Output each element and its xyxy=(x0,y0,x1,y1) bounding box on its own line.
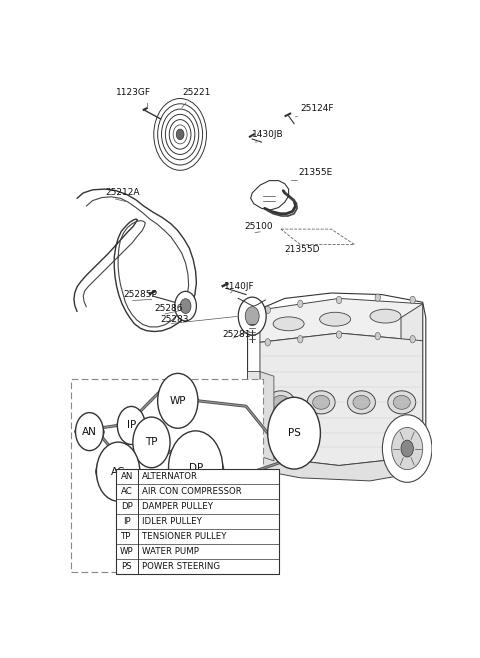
Circle shape xyxy=(117,407,145,444)
Text: AN: AN xyxy=(82,426,97,437)
Circle shape xyxy=(410,296,415,303)
Text: POWER STEERING: POWER STEERING xyxy=(142,562,220,570)
Text: AC: AC xyxy=(121,487,132,495)
Text: AC: AC xyxy=(111,467,125,476)
Text: AN: AN xyxy=(120,472,133,480)
Text: 25281: 25281 xyxy=(223,330,251,339)
Ellipse shape xyxy=(307,391,335,414)
Circle shape xyxy=(133,417,170,468)
Text: IP: IP xyxy=(123,517,131,526)
Text: IDLER PULLEY: IDLER PULLEY xyxy=(142,517,202,526)
Text: WP: WP xyxy=(169,396,186,406)
Polygon shape xyxy=(260,456,423,481)
Circle shape xyxy=(168,431,223,505)
Ellipse shape xyxy=(312,395,330,409)
Ellipse shape xyxy=(393,395,410,409)
Text: 1140JF: 1140JF xyxy=(224,282,255,291)
Circle shape xyxy=(96,442,140,501)
Text: 25285P: 25285P xyxy=(123,290,157,299)
Text: ALTERNATOR: ALTERNATOR xyxy=(142,472,198,480)
Circle shape xyxy=(268,397,321,469)
Polygon shape xyxy=(401,304,423,470)
Bar xyxy=(116,468,278,574)
Ellipse shape xyxy=(353,395,370,409)
Circle shape xyxy=(175,291,196,321)
Circle shape xyxy=(336,331,342,338)
Polygon shape xyxy=(260,372,274,461)
Text: TP: TP xyxy=(145,438,158,447)
Circle shape xyxy=(383,415,432,482)
Circle shape xyxy=(238,297,266,335)
Text: 25221: 25221 xyxy=(182,88,211,97)
Text: PS: PS xyxy=(121,562,132,570)
Circle shape xyxy=(176,129,184,139)
Ellipse shape xyxy=(370,309,401,323)
Text: DP: DP xyxy=(189,463,203,473)
Text: AIR CON COMPRESSOR: AIR CON COMPRESSOR xyxy=(142,487,242,495)
Text: 21355D: 21355D xyxy=(285,245,320,255)
Text: 25212A: 25212A xyxy=(105,188,140,197)
Text: WATER PUMP: WATER PUMP xyxy=(142,547,199,555)
Text: 1123GF: 1123GF xyxy=(117,88,152,97)
Text: 25124F: 25124F xyxy=(300,104,334,113)
Text: DAMPER PULLEY: DAMPER PULLEY xyxy=(142,501,213,511)
Ellipse shape xyxy=(272,395,289,409)
Circle shape xyxy=(157,373,198,428)
Circle shape xyxy=(298,336,303,343)
Circle shape xyxy=(392,428,423,470)
Circle shape xyxy=(75,413,103,451)
Ellipse shape xyxy=(273,317,304,331)
Circle shape xyxy=(180,299,191,313)
Circle shape xyxy=(336,296,342,303)
Text: 21355E: 21355E xyxy=(299,168,333,178)
FancyBboxPatch shape xyxy=(71,379,263,572)
Text: 25286: 25286 xyxy=(155,304,183,313)
Circle shape xyxy=(375,294,381,301)
Text: TENSIONER PULLEY: TENSIONER PULLEY xyxy=(142,532,227,541)
Text: 25100: 25100 xyxy=(244,222,273,232)
Text: DP: DP xyxy=(121,501,132,511)
Text: TP: TP xyxy=(121,532,132,541)
Text: WP: WP xyxy=(120,547,133,555)
Polygon shape xyxy=(260,299,423,342)
Circle shape xyxy=(410,336,415,343)
Polygon shape xyxy=(260,333,423,465)
Circle shape xyxy=(245,307,259,326)
Text: PS: PS xyxy=(288,428,300,438)
Text: IP: IP xyxy=(127,420,136,430)
Polygon shape xyxy=(246,372,260,406)
Text: 1430JB: 1430JB xyxy=(252,130,284,139)
Ellipse shape xyxy=(267,391,295,414)
Circle shape xyxy=(401,440,413,457)
Ellipse shape xyxy=(320,313,350,326)
Circle shape xyxy=(265,306,270,314)
Circle shape xyxy=(298,300,303,307)
Circle shape xyxy=(375,332,381,340)
Ellipse shape xyxy=(388,391,416,414)
Text: 25283: 25283 xyxy=(161,315,189,324)
Circle shape xyxy=(265,339,270,346)
Ellipse shape xyxy=(348,391,375,414)
